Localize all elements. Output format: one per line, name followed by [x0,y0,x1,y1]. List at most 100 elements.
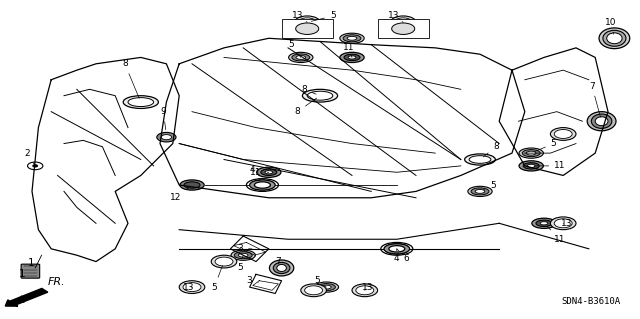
Text: 13: 13 [183,283,195,292]
Ellipse shape [296,56,306,59]
Ellipse shape [475,189,485,193]
Ellipse shape [356,286,374,295]
Ellipse shape [273,262,290,274]
Ellipse shape [234,252,252,259]
Text: 5: 5 [484,181,495,189]
Ellipse shape [179,281,205,293]
Text: 4: 4 [250,165,260,182]
Ellipse shape [532,218,556,228]
Ellipse shape [183,283,201,292]
Bar [282,19,333,38]
Ellipse shape [298,18,316,27]
Text: 3: 3 [237,244,252,253]
Text: 8: 8 [122,59,139,98]
Text: 8: 8 [301,85,316,94]
Ellipse shape [352,284,378,297]
Ellipse shape [465,154,495,165]
Ellipse shape [607,33,622,44]
Text: 13: 13 [362,283,374,292]
Text: 1: 1 [28,258,34,268]
Ellipse shape [215,257,233,266]
Ellipse shape [591,114,612,129]
Ellipse shape [527,164,535,167]
Ellipse shape [277,264,287,271]
Ellipse shape [261,169,277,175]
Ellipse shape [522,150,540,157]
Ellipse shape [294,16,320,29]
Ellipse shape [301,284,326,297]
Ellipse shape [554,130,572,138]
Ellipse shape [471,188,489,195]
Ellipse shape [307,91,333,100]
Ellipse shape [296,23,319,34]
Ellipse shape [317,284,335,291]
Ellipse shape [238,253,248,257]
Ellipse shape [257,167,281,177]
Ellipse shape [550,217,576,230]
Ellipse shape [344,54,360,61]
Text: 8: 8 [483,142,499,157]
Ellipse shape [519,148,543,158]
Ellipse shape [292,54,310,61]
Text: 5: 5 [314,276,326,287]
Ellipse shape [595,117,608,126]
Ellipse shape [469,156,491,163]
Ellipse shape [340,33,364,43]
Text: FR.: FR. [48,277,66,287]
Circle shape [161,135,172,140]
Circle shape [33,165,38,167]
Text: 5: 5 [311,11,335,21]
Ellipse shape [347,36,357,40]
Ellipse shape [180,180,204,190]
Ellipse shape [389,246,405,252]
Ellipse shape [211,255,237,268]
FancyArrow shape [5,288,48,306]
Text: 9: 9 [161,107,166,130]
Text: 6: 6 [397,249,409,263]
Ellipse shape [289,52,313,63]
Ellipse shape [394,18,412,27]
Ellipse shape [250,180,275,190]
Text: 11: 11 [547,226,566,244]
Ellipse shape [390,246,404,252]
Ellipse shape [343,35,361,42]
Text: 10: 10 [605,18,617,34]
Text: 13: 13 [561,219,572,228]
Ellipse shape [603,30,626,46]
Ellipse shape [519,161,543,171]
Ellipse shape [254,182,270,188]
Text: 13: 13 [388,11,403,22]
Text: 5: 5 [237,255,243,272]
Text: 3: 3 [247,276,259,285]
Ellipse shape [124,96,159,108]
Ellipse shape [554,219,572,228]
Ellipse shape [536,220,552,226]
Ellipse shape [314,282,339,292]
Text: 12: 12 [170,188,189,202]
Text: 5: 5 [289,40,301,57]
Text: 5: 5 [535,139,556,152]
Ellipse shape [340,52,364,63]
Ellipse shape [392,23,415,34]
Circle shape [157,132,176,142]
Ellipse shape [184,182,200,188]
Ellipse shape [384,244,410,254]
Ellipse shape [468,186,492,197]
Ellipse shape [599,28,630,48]
Ellipse shape [265,171,273,174]
FancyBboxPatch shape [21,264,40,278]
Ellipse shape [305,286,323,295]
Ellipse shape [550,128,576,140]
Text: 1: 1 [19,269,26,279]
Ellipse shape [348,56,356,59]
Ellipse shape [385,244,409,254]
Ellipse shape [302,89,338,102]
Text: 7: 7 [589,82,600,117]
Ellipse shape [540,222,548,225]
Ellipse shape [231,250,255,260]
Text: 5: 5 [212,265,223,292]
Text: 4: 4 [394,249,399,263]
Ellipse shape [269,260,294,276]
Ellipse shape [390,16,416,29]
Text: 2: 2 [24,149,35,166]
